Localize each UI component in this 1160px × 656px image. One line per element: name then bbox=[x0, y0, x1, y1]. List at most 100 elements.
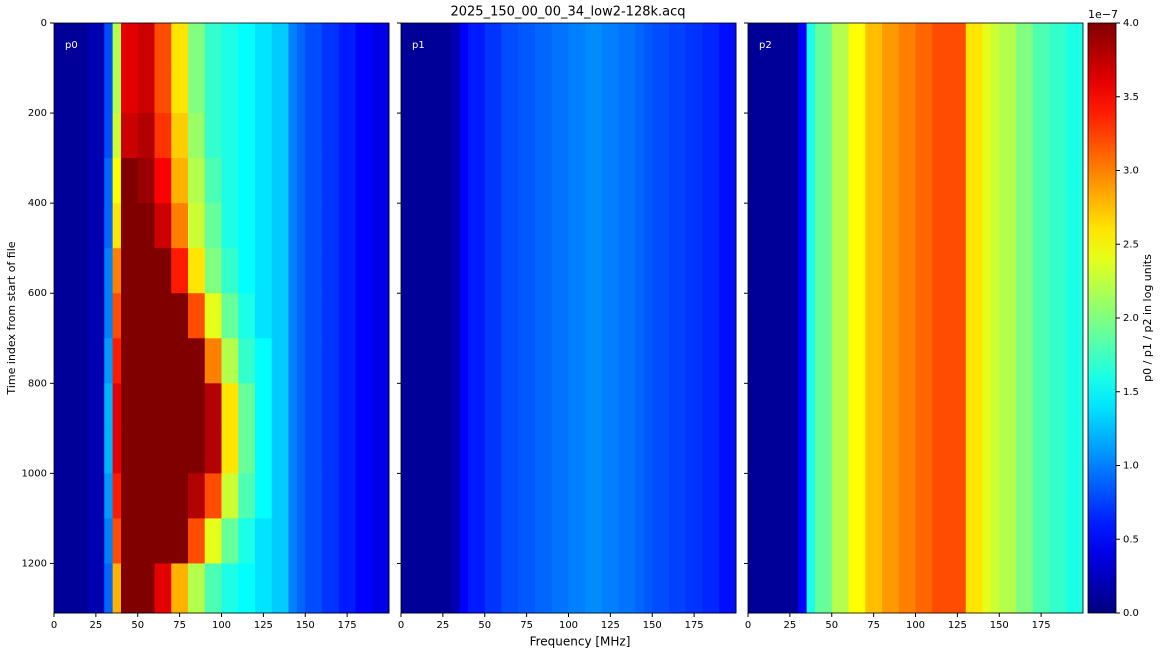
heatmap-cell bbox=[70, 248, 88, 294]
heatmap-cell bbox=[112, 563, 122, 614]
heatmap-cell bbox=[338, 428, 356, 474]
heatmap-cell bbox=[137, 23, 155, 69]
heatmap-cell bbox=[305, 293, 323, 339]
x-tick-label: 0 bbox=[51, 620, 57, 631]
heatmap-cell bbox=[171, 383, 189, 429]
heatmap-cell bbox=[121, 518, 139, 564]
heatmap-cell bbox=[221, 203, 239, 249]
heatmap-cell bbox=[104, 158, 114, 204]
heatmap-cell bbox=[54, 473, 72, 519]
heatmap-cell bbox=[305, 338, 323, 384]
heatmap-cell bbox=[288, 203, 298, 249]
heatmap-cell bbox=[355, 248, 373, 294]
heatmap-cell bbox=[322, 383, 340, 429]
heatmap-cell bbox=[54, 113, 72, 159]
heatmap-panel bbox=[748, 23, 1084, 614]
heatmap-cell bbox=[70, 383, 88, 429]
heatmap-cell bbox=[70, 563, 88, 614]
heatmap-cell bbox=[112, 473, 122, 519]
heatmap-cell bbox=[288, 23, 298, 69]
heatmap-cell bbox=[372, 563, 390, 614]
heatmap-cell bbox=[322, 518, 340, 564]
x-tick-label: 100 bbox=[906, 620, 925, 631]
heatmap-cell bbox=[372, 428, 390, 474]
heatmap-cell bbox=[112, 293, 122, 339]
heatmap-cell bbox=[1016, 23, 1034, 614]
panel-label: p0 bbox=[65, 40, 78, 51]
heatmap-cell bbox=[87, 563, 105, 614]
heatmap-cell bbox=[154, 563, 172, 614]
heatmap-cell bbox=[372, 473, 390, 519]
heatmap-cell bbox=[255, 293, 273, 339]
y-tick-label: 800 bbox=[28, 378, 47, 389]
heatmap-cell bbox=[288, 338, 298, 384]
heatmap-cell bbox=[434, 23, 452, 614]
heatmap-cell bbox=[322, 248, 340, 294]
heatmap-cell bbox=[501, 23, 519, 614]
heatmap-cell bbox=[305, 473, 323, 519]
heatmap-cell bbox=[255, 203, 273, 249]
heatmap-cell bbox=[288, 293, 298, 339]
heatmap-cell bbox=[171, 338, 189, 384]
heatmap-cell bbox=[70, 473, 88, 519]
heatmap-cell bbox=[518, 23, 536, 614]
heatmap-cell bbox=[121, 23, 139, 69]
heatmap-cell bbox=[121, 293, 139, 339]
heatmap-cell bbox=[171, 23, 189, 69]
heatmap-cell bbox=[238, 428, 256, 474]
heatmap-cell bbox=[87, 293, 105, 339]
heatmap-cell bbox=[70, 518, 88, 564]
heatmap-cell bbox=[296, 23, 306, 69]
heatmap-cell bbox=[154, 68, 172, 114]
heatmap-cell bbox=[255, 563, 273, 614]
heatmap-cell bbox=[54, 203, 72, 249]
heatmap-cell bbox=[618, 23, 636, 614]
x-tick-label: 75 bbox=[867, 620, 880, 631]
heatmap-cell bbox=[238, 158, 256, 204]
x-tick-label: 25 bbox=[784, 620, 797, 631]
x-tick-label: 75 bbox=[173, 620, 186, 631]
heatmap-cell bbox=[104, 518, 114, 564]
heatmap-cell bbox=[137, 293, 155, 339]
heatmap-cell bbox=[112, 428, 122, 474]
heatmap-cell bbox=[204, 563, 222, 614]
heatmap-cell bbox=[87, 248, 105, 294]
heatmap-cell bbox=[221, 113, 239, 159]
colorbar-tick-label: 2.5 bbox=[1123, 239, 1139, 250]
heatmap-cell bbox=[305, 68, 323, 114]
y-tick-label: 600 bbox=[28, 288, 47, 299]
heatmap-cell bbox=[104, 248, 114, 294]
y-tick-label: 0 bbox=[41, 18, 47, 29]
heatmap-cell bbox=[188, 23, 206, 69]
heatmap-cell bbox=[338, 113, 356, 159]
heatmap-cell bbox=[171, 113, 189, 159]
heatmap-cell bbox=[305, 113, 323, 159]
heatmap-cell bbox=[288, 158, 298, 204]
heatmap-cell bbox=[255, 518, 273, 564]
heatmap-cell bbox=[188, 158, 206, 204]
heatmap-cell bbox=[204, 338, 222, 384]
heatmap-cell bbox=[372, 158, 390, 204]
heatmap-cell bbox=[70, 113, 88, 159]
heatmap-cell bbox=[137, 518, 155, 564]
heatmap-cell bbox=[372, 338, 390, 384]
heatmap-cell bbox=[171, 563, 189, 614]
x-tick-label: 150 bbox=[990, 620, 1009, 631]
heatmap-cell bbox=[188, 518, 206, 564]
heatmap-cell bbox=[104, 23, 114, 69]
heatmap-cell bbox=[305, 248, 323, 294]
heatmap-cell bbox=[915, 23, 933, 614]
heatmap-cell bbox=[338, 203, 356, 249]
heatmap-cell bbox=[121, 428, 139, 474]
x-tick-label: 50 bbox=[478, 620, 491, 631]
heatmap-cell bbox=[87, 338, 105, 384]
heatmap-cell bbox=[104, 473, 114, 519]
heatmap-cell bbox=[154, 248, 172, 294]
heatmap-cell bbox=[338, 473, 356, 519]
heatmap-cell bbox=[372, 518, 390, 564]
heatmap-cell bbox=[137, 158, 155, 204]
heatmap-cell bbox=[188, 248, 206, 294]
heatmap-cell bbox=[296, 338, 306, 384]
heatmap-cell bbox=[982, 23, 992, 614]
heatmap-cell bbox=[238, 563, 256, 614]
